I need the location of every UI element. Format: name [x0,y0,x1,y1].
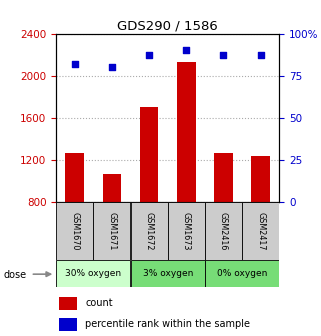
FancyBboxPatch shape [93,202,130,260]
Text: GSM1671: GSM1671 [108,212,117,250]
Point [147,53,152,58]
Text: percentile rank within the sample: percentile rank within the sample [85,319,250,329]
Text: GSM1670: GSM1670 [70,212,79,250]
FancyBboxPatch shape [205,260,279,287]
Point [184,48,189,53]
Text: 0% oxygen: 0% oxygen [217,269,267,278]
Bar [251,157,270,202]
FancyBboxPatch shape [131,202,168,260]
Text: count: count [85,298,113,308]
Bar [103,174,121,202]
FancyBboxPatch shape [131,260,205,287]
Point [221,53,226,58]
FancyBboxPatch shape [205,202,242,260]
Bar [140,107,159,202]
Text: GSM2417: GSM2417 [256,212,265,250]
Point [258,53,263,58]
Text: dose: dose [3,269,26,280]
Bar [65,153,84,202]
Text: GSM2416: GSM2416 [219,212,228,250]
Bar [59,297,77,310]
FancyBboxPatch shape [242,202,279,260]
Text: 3% oxygen: 3% oxygen [143,269,193,278]
FancyBboxPatch shape [168,202,205,260]
Bar [214,153,233,202]
Point [109,65,115,70]
FancyBboxPatch shape [56,260,130,287]
Text: GSM1672: GSM1672 [145,212,154,250]
Bar [177,62,195,202]
FancyBboxPatch shape [56,202,93,260]
Title: GDS290 / 1586: GDS290 / 1586 [117,19,218,33]
Point [72,61,77,67]
Text: 30% oxygen: 30% oxygen [65,269,121,278]
Text: GSM1673: GSM1673 [182,212,191,250]
Bar [59,318,77,331]
